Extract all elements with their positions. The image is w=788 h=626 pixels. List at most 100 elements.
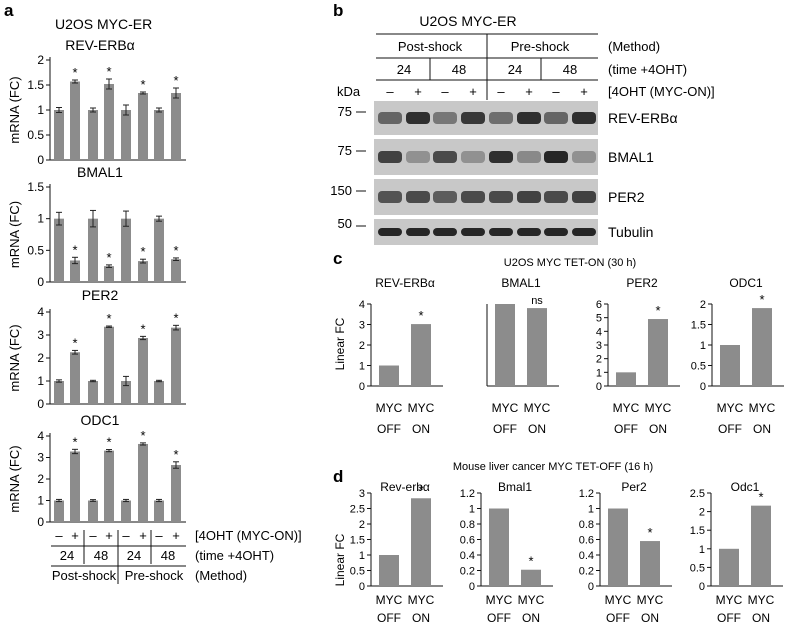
blot-per2: PER2 150 (330, 179, 645, 215)
panel-a-treatment-label: [4OHT (MYC-ON)] (195, 528, 302, 543)
x-category-label: OFF (717, 611, 741, 625)
y-tick-label: 0.4 (460, 550, 475, 562)
y-tick-label: 2 (359, 340, 365, 352)
blot-band (433, 112, 457, 124)
panel-label-b: b (333, 1, 343, 20)
significance-star: * (106, 64, 111, 79)
y-tick-label: 4 (359, 299, 365, 311)
panel-d-title: Mouse liver cancer MYC TET-OFF (16 h) (453, 461, 653, 473)
bar (70, 352, 80, 404)
significance-annotation: * (759, 292, 764, 307)
x-category-label: MYC (717, 401, 744, 415)
y-tick-label: 2.5 (690, 488, 705, 500)
bar (104, 84, 114, 160)
chart-title: Per2 (621, 480, 647, 494)
x-category-label: MYC (408, 401, 435, 415)
blot-band (406, 112, 430, 124)
chart-title: Odc1 (731, 480, 760, 494)
panel-a-chart-per2: PER2 0 1 2 3 4 mRNA (FC) * * * * (7, 287, 186, 411)
panel-b-method-label: (Method) (608, 39, 660, 54)
blot-reverb: REV-ERBα 75 (338, 101, 678, 135)
blot-size-marker: 75 (338, 143, 352, 158)
y-tick-label: 3 (37, 328, 44, 342)
y-tick-label: 1 (588, 504, 594, 516)
y-tick-label: 1.5 (690, 525, 705, 537)
bar (608, 508, 628, 586)
blot-band (517, 191, 541, 203)
bar (379, 365, 399, 386)
panel-b-cell-line: U2OS MYC-ER (419, 13, 516, 29)
panel-b-time-2: 48 (452, 62, 466, 77)
panel-c-chart-reverb: REV-ERBα 0 1 2 3 4 MYC OFF * MYC ON (359, 276, 443, 436)
panel-a-method-1: Post-shock (52, 568, 117, 583)
panel-b-time-1: 24 (397, 62, 411, 77)
y-tick-label: 3 (359, 488, 365, 500)
panel-a-chart-reverb: REV-ERBα 0 0.5 1 1.5 2 mRNA (FC) * * * * (7, 37, 186, 167)
significance-annotation: * (528, 554, 533, 569)
y-tick-label: 2 (596, 354, 602, 366)
panel-a-axis-table: – + – + – + – + [4OHT (MYC-ON)] 24 48 24… (51, 528, 302, 584)
x-category-label: MYC (613, 401, 640, 415)
panel-b-treatment-label: [4OHT (MYC-ON)] (608, 84, 715, 99)
x-category-label: ON (753, 422, 771, 436)
bar (648, 319, 668, 386)
bar (54, 218, 64, 282)
panel-d-chart-odc1: Odc1 0 0.5 1 1.5 2 2.5 MYC OFF * MYC ON (690, 480, 783, 625)
y-tick-label: 4 (37, 429, 44, 443)
blot-band (544, 191, 568, 203)
significance-annotation: * (758, 490, 763, 505)
panel-b-time-4: 48 (563, 62, 577, 77)
panel-a-sign-7: – (155, 528, 163, 543)
significance-star: * (106, 311, 111, 326)
x-category-label: MYC (408, 593, 435, 607)
panel-a-time-2: 48 (94, 548, 108, 563)
panel-c-ylabel: Linear FC (333, 317, 347, 370)
bar (70, 260, 80, 282)
significance-annotation: * (418, 482, 423, 497)
x-category-label: MYC (605, 593, 632, 607)
x-category-label: MYC (748, 593, 775, 607)
bar (121, 500, 131, 522)
panel-d-ylabel: Linear FC (333, 533, 347, 586)
panel-a-sign-4: + (105, 528, 113, 543)
bar (720, 345, 740, 386)
panel-b-sign-2: + (414, 84, 422, 99)
x-category-label: ON (528, 422, 546, 436)
blot-protein-label: PER2 (608, 189, 645, 205)
y-tick-label: 1 (700, 340, 706, 352)
chart-title: BMAL1 (501, 276, 541, 290)
panel-a-chart-title: PER2 (82, 287, 119, 303)
x-category-label: ON (641, 611, 659, 625)
significance-annotation: * (655, 303, 660, 318)
x-category-label: MYC (524, 401, 551, 415)
y-tick-label: 1.5 (350, 535, 365, 547)
y-tick-label: 0 (699, 581, 705, 593)
panel-c-chart-bmal1: BMAL1 MYC OFF ns MYC ON (486, 276, 559, 436)
blot-band (572, 151, 596, 163)
y-tick-label: 1 (469, 504, 475, 516)
panel-a-chart-title: ODC1 (81, 412, 120, 428)
bar (54, 110, 64, 160)
panel-c-chart-odc1: ODC1 0 0.5 1 1.5 2 MYC OFF * MYC ON (691, 276, 784, 436)
blot-band (433, 151, 457, 163)
y-tick-label: 0 (469, 581, 475, 593)
x-category-label: MYC (749, 401, 776, 415)
bar (104, 266, 114, 282)
bar (121, 381, 131, 404)
bar (154, 381, 164, 404)
bar (138, 261, 148, 282)
bar (411, 324, 431, 386)
blot-band (406, 228, 430, 236)
y-tick-label: 1 (37, 374, 44, 388)
significance-star: * (140, 77, 145, 92)
y-tick-label: 0.5 (27, 243, 44, 257)
y-tick-label: 1 (37, 103, 44, 117)
y-tick-label: 1 (699, 544, 705, 556)
bar (171, 465, 181, 522)
panel-d-chart-reverb: Rev-erbα 0 0.5 1 1.5 2 2.5 3 MYC OFF * MYC ON (350, 480, 443, 625)
blot-band (461, 112, 485, 124)
y-tick-label: 1.5 (27, 78, 44, 92)
x-category-label: OFF (614, 422, 638, 436)
blot-tubulin: Tubulin 50 (338, 216, 653, 245)
bar (521, 569, 541, 586)
